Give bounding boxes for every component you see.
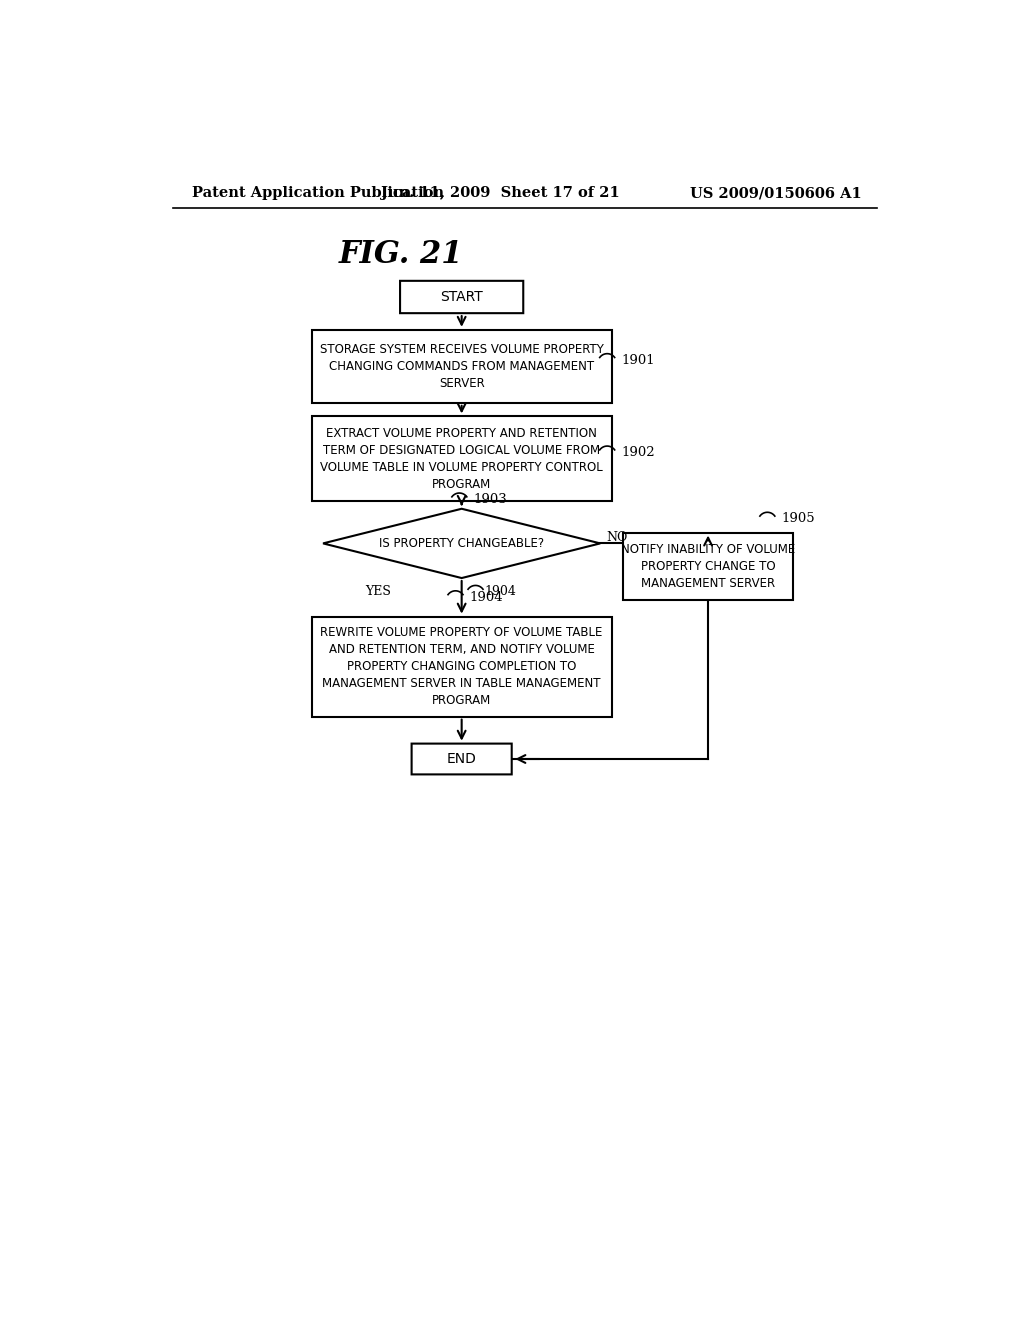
Text: FIG. 21: FIG. 21 xyxy=(339,239,463,271)
Text: 1904: 1904 xyxy=(484,585,517,598)
Text: EXTRACT VOLUME PROPERTY AND RETENTION
TERM OF DESIGNATED LOGICAL VOLUME FROM
VOL: EXTRACT VOLUME PROPERTY AND RETENTION TE… xyxy=(321,426,603,491)
Text: Jun. 11, 2009  Sheet 17 of 21: Jun. 11, 2009 Sheet 17 of 21 xyxy=(381,186,620,201)
Text: 1903: 1903 xyxy=(473,492,507,506)
Text: START: START xyxy=(440,290,483,304)
FancyBboxPatch shape xyxy=(311,416,611,502)
Text: 1905: 1905 xyxy=(781,512,815,525)
FancyBboxPatch shape xyxy=(624,533,793,601)
Text: END: END xyxy=(446,752,476,766)
Text: NOTIFY INABILITY OF VOLUME
PROPERTY CHANGE TO
MANAGEMENT SERVER: NOTIFY INABILITY OF VOLUME PROPERTY CHAN… xyxy=(621,543,796,590)
Text: 1904: 1904 xyxy=(469,591,503,603)
FancyBboxPatch shape xyxy=(400,281,523,313)
FancyBboxPatch shape xyxy=(311,616,611,717)
Text: NO: NO xyxy=(606,531,628,544)
Text: IS PROPERTY CHANGEABLE?: IS PROPERTY CHANGEABLE? xyxy=(379,537,544,550)
Text: 1901: 1901 xyxy=(621,354,654,367)
Text: 1902: 1902 xyxy=(621,446,654,459)
FancyBboxPatch shape xyxy=(412,743,512,775)
Polygon shape xyxy=(323,508,600,578)
Text: Patent Application Publication: Patent Application Publication xyxy=(193,186,444,201)
Text: REWRITE VOLUME PROPERTY OF VOLUME TABLE
AND RETENTION TERM, AND NOTIFY VOLUME
PR: REWRITE VOLUME PROPERTY OF VOLUME TABLE … xyxy=(321,626,603,708)
Text: US 2009/0150606 A1: US 2009/0150606 A1 xyxy=(690,186,862,201)
Text: YES: YES xyxy=(366,585,391,598)
FancyBboxPatch shape xyxy=(311,330,611,403)
Text: STORAGE SYSTEM RECEIVES VOLUME PROPERTY
CHANGING COMMANDS FROM MANAGEMENT
SERVER: STORAGE SYSTEM RECEIVES VOLUME PROPERTY … xyxy=(319,343,603,389)
